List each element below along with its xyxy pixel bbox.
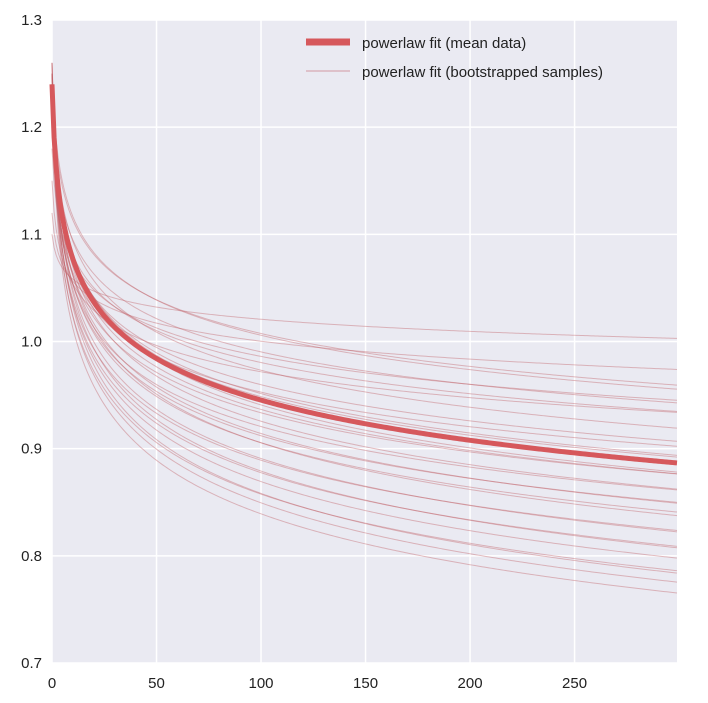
bootstrap-line <box>51 84 678 513</box>
bootstrap-line <box>51 62 678 549</box>
bootstrap-line <box>51 234 678 339</box>
y-tick-label: 1.2 <box>21 119 42 136</box>
legend-label-mean: powerlaw fit (mean data) <box>362 35 526 52</box>
bootstrap-series <box>51 62 678 594</box>
y-tick-label: 0.7 <box>21 655 42 672</box>
bootstrap-line <box>51 73 678 490</box>
x-tick-label: 50 <box>148 675 165 692</box>
legend-label-samples: powerlaw fit (bootstrapped samples) <box>362 64 603 81</box>
bootstrap-line <box>51 105 678 442</box>
bootstrap-line <box>51 148 678 401</box>
bootstrap-line <box>51 84 678 572</box>
bootstrap-line <box>51 73 678 583</box>
bootstrap-line <box>51 84 678 475</box>
y-tick-label: 1.1 <box>21 226 42 243</box>
bootstrap-line <box>51 95 678 503</box>
x-tick-label: 150 <box>353 675 378 692</box>
bootstrap-line <box>51 105 678 491</box>
y-axis: 0.7 0.8 0.9 1.0 1.1 1.2 1.3 <box>21 12 42 672</box>
bootstrap-line <box>51 127 678 412</box>
bootstrap-line <box>51 212 678 370</box>
grid <box>51 19 677 664</box>
bootstrap-line <box>51 180 678 413</box>
mean-line <box>49 84 678 466</box>
bootstrap-line <box>51 73 678 390</box>
bootstrap-line <box>51 73 678 533</box>
x-tick-label: 250 <box>562 675 587 692</box>
bootstrap-line <box>51 73 678 504</box>
bootstrap-line <box>51 84 678 456</box>
bootstrap-line <box>51 84 678 429</box>
x-tick-label: 0 <box>48 675 56 692</box>
bootstrap-line <box>51 73 678 559</box>
bootstrap-line <box>51 105 678 475</box>
y-tick-label: 0.9 <box>21 441 42 458</box>
bootstrap-line <box>51 62 678 574</box>
y-tick-label: 1.3 <box>21 12 42 29</box>
legend: powerlaw fit (mean data) powerlaw fit (b… <box>306 35 603 81</box>
x-tick-label: 200 <box>458 675 483 692</box>
x-tick-label: 100 <box>249 675 274 692</box>
bootstrap-line <box>51 84 678 547</box>
y-tick-label: 1.0 <box>21 334 42 351</box>
x-axis: 0 50 100 150 200 250 <box>48 675 587 692</box>
bootstrap-line <box>51 105 678 404</box>
bootstrap-line <box>51 62 678 517</box>
y-tick-label: 0.8 <box>21 548 42 565</box>
bootstrap-line <box>51 84 678 594</box>
bootstrap-line <box>51 95 678 531</box>
bootstrap-line <box>51 84 678 386</box>
mean-series <box>49 84 678 466</box>
